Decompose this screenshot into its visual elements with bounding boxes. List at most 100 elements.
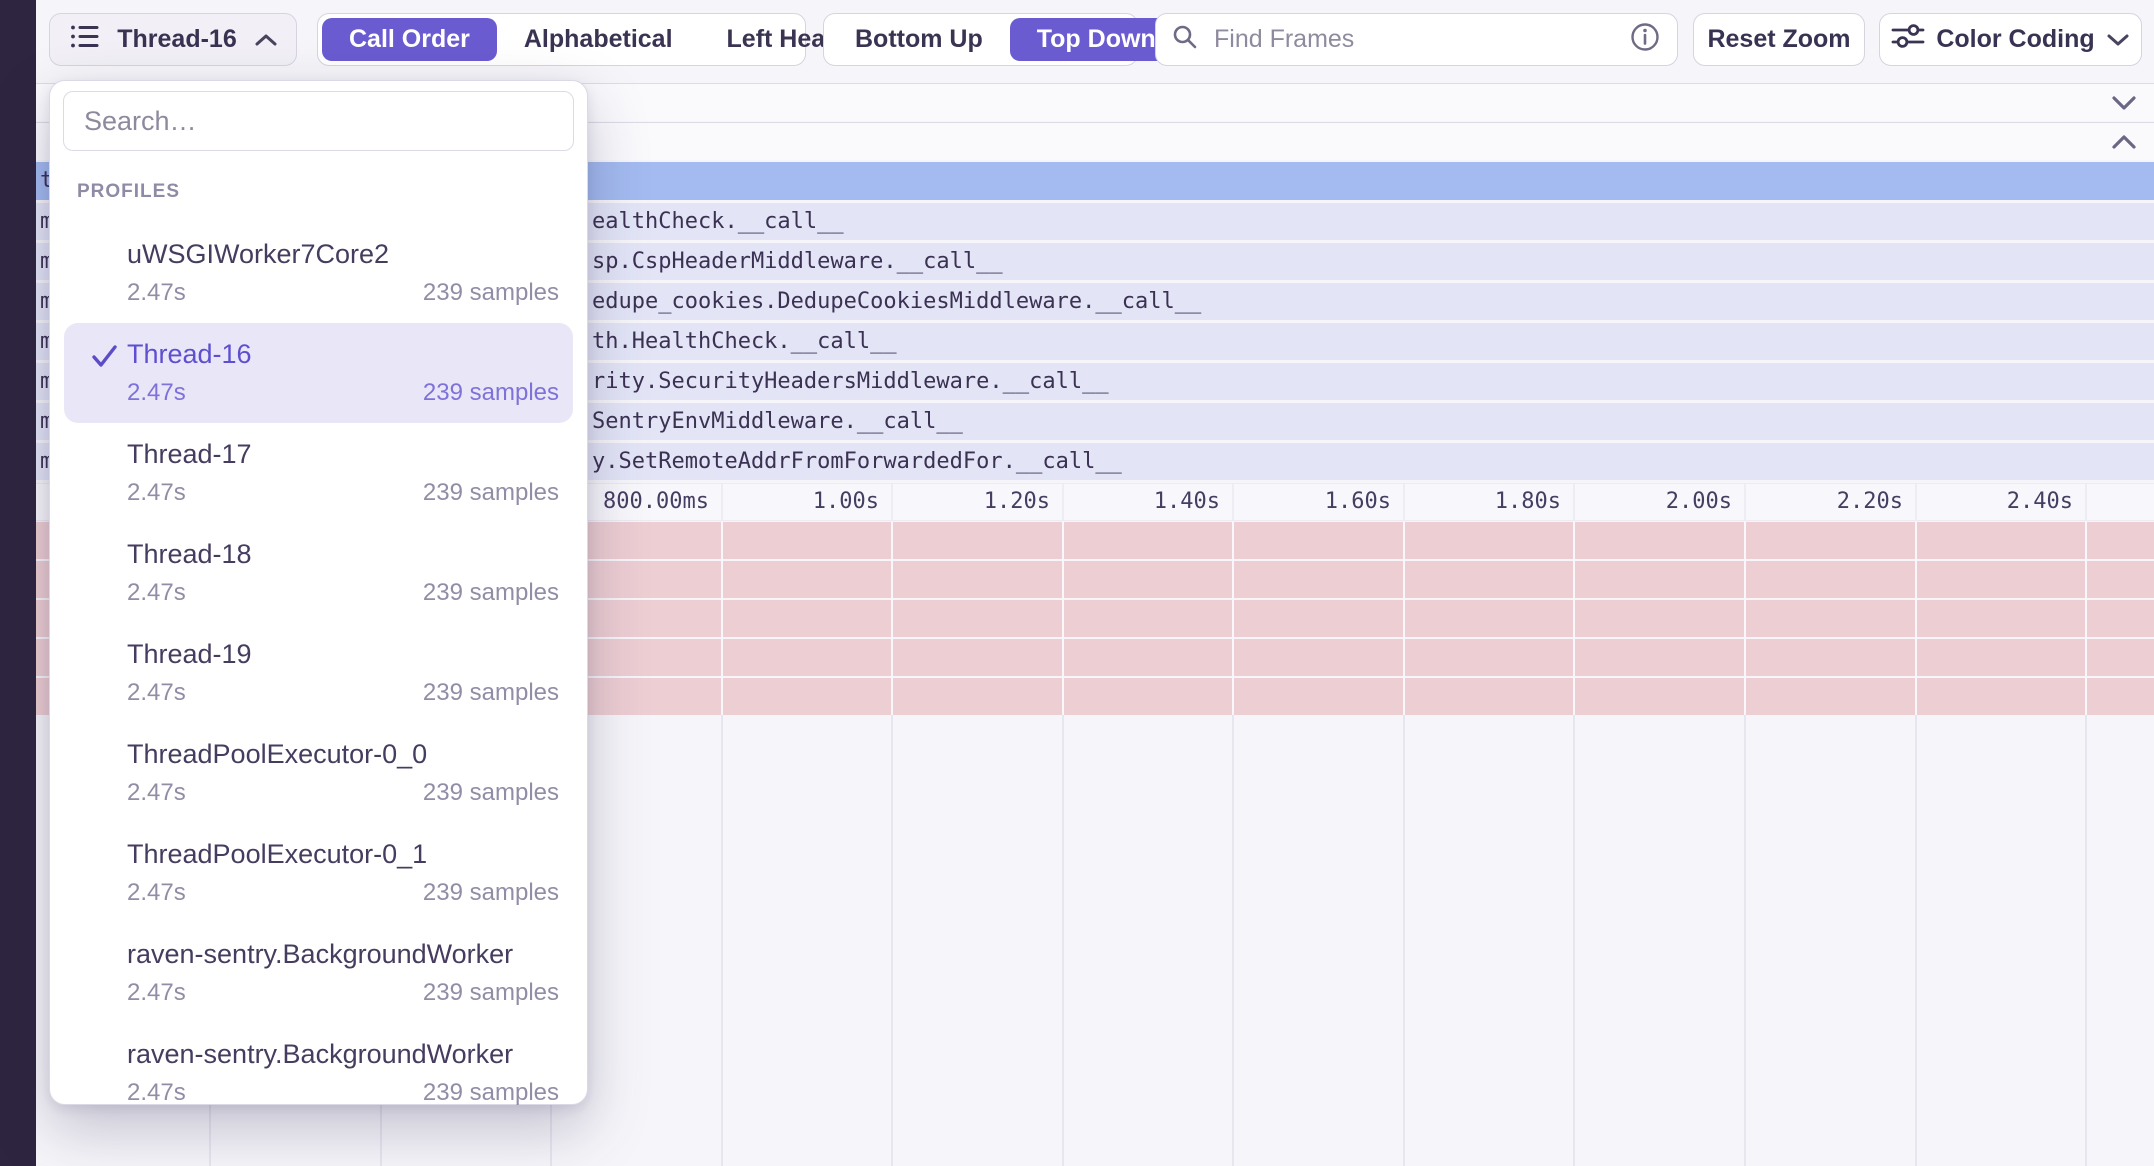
- gridline: [1232, 522, 1234, 715]
- time-axis-tick-label: 1.20s: [983, 489, 1050, 514]
- gridline: [1744, 522, 1746, 715]
- time-axis-tick-label: 1.00s: [812, 489, 879, 514]
- gridline: [1232, 715, 1234, 1166]
- time-axis-tick-label: 1.40s: [1153, 489, 1220, 514]
- color-coding-label: Color Coding: [1936, 25, 2095, 53]
- gridline: [2085, 484, 2087, 520]
- gridline: [1403, 715, 1405, 1166]
- chevron-up-icon: [254, 25, 278, 54]
- profile-samples: 239 samples: [422, 279, 559, 306]
- frame-label: sp.CspHeaderMiddleware.__call__: [592, 249, 1003, 274]
- view-option-bottom-up[interactable]: Bottom Up: [855, 25, 983, 53]
- profile-samples: 239 samples: [422, 979, 559, 1006]
- search-icon: [1172, 24, 1198, 55]
- profile-option[interactable]: ThreadPoolExecutor-0_0 2.47s 239 samples: [64, 723, 573, 823]
- gridline: [721, 484, 723, 520]
- gridline: [1915, 484, 1917, 520]
- check-icon: [92, 345, 117, 367]
- color-coding-button[interactable]: Color Coding: [1879, 13, 2142, 66]
- gridline: [1062, 484, 1064, 520]
- left-sidebar-strip: [0, 0, 36, 1166]
- frame-label: rity.SecurityHeadersMiddleware.__call__: [592, 369, 1109, 394]
- frame-label: y.SetRemoteAddrFromForwardedFor.__call__: [592, 449, 1122, 474]
- profile-duration: 2.47s: [127, 479, 186, 506]
- dropdown-search-box: [63, 91, 574, 151]
- profile-duration: 2.47s: [127, 679, 186, 706]
- frame-label: th.HealthCheck.__call__: [592, 329, 897, 354]
- reset-zoom-label: Reset Zoom: [1707, 25, 1851, 53]
- gridline: [1573, 715, 1575, 1166]
- reset-zoom-button[interactable]: Reset Zoom: [1693, 13, 1865, 66]
- chevron-down-icon[interactable]: [2110, 95, 2138, 111]
- time-axis-tick-label: 2.00s: [1665, 489, 1732, 514]
- time-axis-tick-label: 1.60s: [1324, 489, 1391, 514]
- profile-name: Thread-18: [127, 539, 252, 569]
- profile-name: ThreadPoolExecutor-0_1: [127, 839, 428, 869]
- profile-samples: 239 samples: [422, 379, 559, 406]
- chevron-down-icon: [2106, 25, 2130, 54]
- gridline: [1573, 522, 1575, 715]
- profiles-dropdown-panel: PROFILES uWSGIWorker7Core2 2.47s 239 sampl…: [49, 80, 588, 1106]
- profile-samples: 239 samples: [422, 579, 559, 606]
- profile-duration: 2.47s: [127, 379, 186, 406]
- profile-name: Thread-19: [127, 639, 252, 669]
- gridline: [1232, 484, 1234, 520]
- thread-selector-button[interactable]: Thread-16: [49, 13, 297, 66]
- profile-option[interactable]: Thread-19 2.47s 239 samples: [64, 623, 573, 723]
- profile-option[interactable]: raven-sentry.BackgroundWorker 2.47s 239 sa…: [64, 923, 573, 1023]
- profile-name: raven-sentry.BackgroundWorker: [127, 939, 514, 969]
- profile-duration: 2.47s: [127, 879, 186, 906]
- chevron-up-icon[interactable]: [2110, 134, 2138, 150]
- time-axis-tick-label: 2.40s: [2006, 489, 2073, 514]
- profile-option[interactable]: uWSGIWorker7Core2 2.47s 239 samples: [64, 223, 573, 323]
- profile-samples: 239 samples: [422, 779, 559, 806]
- dropdown-search-input[interactable]: [82, 104, 555, 138]
- info-icon[interactable]: [1629, 21, 1661, 58]
- gridline: [1062, 522, 1064, 715]
- profile-name: uWSGIWorker7Core2: [127, 239, 390, 269]
- profile-duration: 2.47s: [127, 579, 186, 606]
- gridline: [1915, 715, 1917, 1166]
- profile-name: raven-sentry.BackgroundWorker: [127, 1039, 514, 1069]
- sort-mode-segmented-control: Call Order Alphabetical Left Heavy: [317, 13, 853, 66]
- profile-samples: 239 samples: [422, 479, 559, 506]
- gridline: [891, 484, 893, 520]
- gridline: [1744, 715, 1746, 1166]
- gridline: [721, 522, 723, 715]
- profile-name: Thread-17: [127, 439, 252, 469]
- gridline: [2085, 715, 2087, 1166]
- profile-samples: 239 samples: [422, 1079, 559, 1106]
- frame-label: SentryEnvMiddleware.__call__: [592, 409, 963, 434]
- gridline: [1744, 484, 1746, 520]
- profile-option[interactable]: Thread-16 2.47s 239 samples: [64, 323, 573, 423]
- view-mode-segmented-control: Bottom Up Top Down: [823, 13, 1183, 66]
- profiles-list: uWSGIWorker7Core2 2.47s 239 samples Thread-…: [50, 223, 587, 1123]
- gridline: [891, 715, 893, 1166]
- find-frames-input[interactable]: [1212, 24, 1615, 55]
- profile-name: ThreadPoolExecutor-0_0: [127, 739, 428, 769]
- sort-option-call-order[interactable]: Call Order: [322, 18, 497, 61]
- sort-option-alphabetical[interactable]: Alphabetical: [523, 25, 673, 53]
- profile-option[interactable]: ThreadPoolExecutor-0_1 2.47s 239 samples: [64, 823, 573, 923]
- frame-label: edupe_cookies.DedupeCookiesMiddleware.__…: [592, 289, 1202, 314]
- time-axis-tick-label: 1.80s: [1494, 489, 1561, 514]
- profile-option[interactable]: raven-sentry.BackgroundWorker 2.47s 239 sa…: [64, 1023, 573, 1123]
- find-frames-box: [1155, 13, 1678, 66]
- toolbar: Thread-16 Call Order Alphabetical Left Hea…: [36, 0, 2154, 83]
- profile-name: Thread-16: [127, 339, 252, 369]
- profiles-section-label: PROFILES: [77, 181, 181, 202]
- profile-option[interactable]: Thread-17 2.47s 239 samples: [64, 423, 573, 523]
- profile-samples: 239 samples: [422, 679, 559, 706]
- time-axis-tick-label: 800.00ms: [603, 489, 709, 514]
- gridline: [1915, 522, 1917, 715]
- gridline: [721, 715, 723, 1166]
- view-option-top-down[interactable]: Top Down: [1009, 18, 1183, 61]
- gridline: [1062, 715, 1064, 1166]
- gridline: [2085, 522, 2087, 715]
- frame-label: ealthCheck.__call__: [592, 209, 844, 234]
- gridline: [891, 522, 893, 715]
- profile-option[interactable]: Thread-18 2.47s 239 samples: [64, 523, 573, 623]
- profile-duration: 2.47s: [127, 779, 186, 806]
- sliders-icon: [1891, 23, 1925, 56]
- profile-duration: 2.47s: [127, 979, 186, 1006]
